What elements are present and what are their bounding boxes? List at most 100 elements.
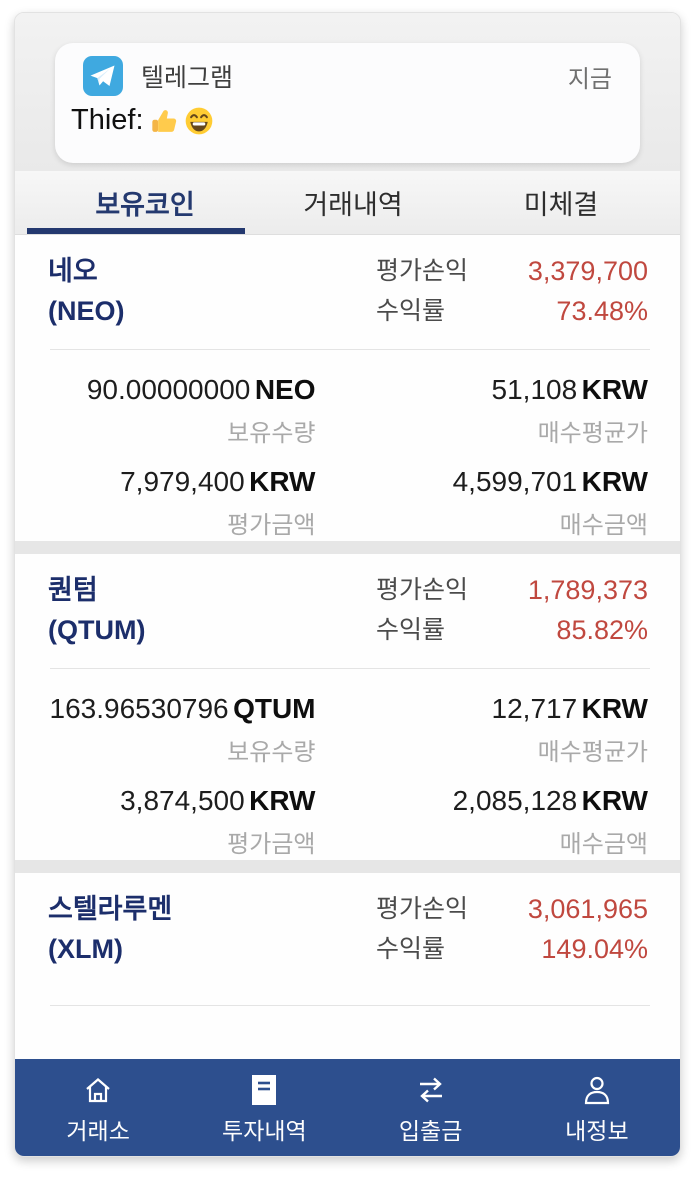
valuation-amount-label: 평가금액 bbox=[227, 512, 316, 539]
buy-amount-label: 매수금액 bbox=[559, 831, 648, 858]
holding-quantity-cell: 163.96530796 QTUM 보유수량 bbox=[15, 693, 348, 767]
coin-header: 퀀텀 (QTUM) 평가손익 1,789,373 수익률 85.82% bbox=[15, 554, 680, 668]
holdings-list: 네오 (NEO) 평가손익 3,379,700 수익률 73.48% bbox=[15, 235, 680, 1059]
holding-card-qtum[interactable]: 퀀텀 (QTUM) 평가손익 1,789,373 수익률 85.82% bbox=[15, 554, 680, 860]
valuation-amount-unit: KRW bbox=[249, 466, 316, 497]
valuation-pl-value: 3,379,700 bbox=[527, 256, 648, 286]
card-divider bbox=[50, 1005, 650, 1006]
notification-message: Thief: bbox=[71, 104, 612, 137]
telegram-icon bbox=[83, 56, 123, 96]
coin-header: 네오 (NEO) 평가손익 3,379,700 수익률 73.48% bbox=[15, 235, 680, 349]
yield-value: 149.04% bbox=[541, 934, 648, 964]
avg-buy-price-label: 매수평균가 bbox=[537, 739, 648, 766]
valuation-pl-value: 3,061,965 bbox=[527, 894, 648, 924]
spacer bbox=[15, 987, 680, 1005]
buy-amount-unit: KRW bbox=[581, 466, 648, 497]
grinning-face-emoji-icon bbox=[184, 106, 214, 136]
coin-name-korean: 네오 bbox=[48, 256, 98, 286]
nav-item-investments[interactable]: 투자내역 bbox=[181, 1070, 347, 1146]
yield-row: 수익률 85.82% bbox=[376, 610, 648, 650]
coin-profit-block: 평가손익 3,379,700 수익률 73.48% bbox=[376, 251, 648, 349]
coin-ticker: (XLM) bbox=[48, 934, 123, 964]
nav-label-my-info: 내정보 bbox=[565, 1117, 629, 1144]
tab-holdings-label: 보유코인 bbox=[95, 190, 195, 220]
tab-trade-history[interactable]: 거래내역 bbox=[249, 171, 457, 234]
nav-item-my-info[interactable]: 내정보 bbox=[514, 1070, 680, 1146]
yield-row: 수익률 73.48% bbox=[376, 291, 648, 331]
quantity-label: 보유수량 bbox=[227, 420, 316, 447]
telegram-notification[interactable]: 텔레그램 지금 Thief: bbox=[55, 43, 640, 163]
coin-name: 퀀텀 (QTUM) bbox=[48, 570, 145, 668]
coin-name: 네오 (NEO) bbox=[48, 251, 125, 349]
avg-buy-price-cell: 12,717 KRW 매수평균가 bbox=[348, 693, 681, 767]
app-screenshot-frame: 텔레그램 지금 Thief: bbox=[14, 12, 681, 1157]
valuation-pl-row: 평가손익 3,379,700 bbox=[376, 251, 648, 291]
coin-name: 스텔라루멘 (XLM) bbox=[48, 889, 172, 987]
quantity-value: 163.96530796 bbox=[49, 693, 229, 724]
valuation-amount-cell: 7,979,400 KRW 평가금액 bbox=[15, 466, 348, 540]
coin-ticker: (QTUM) bbox=[48, 615, 146, 645]
coin-profit-block: 평가손익 3,061,965 수익률 149.04% bbox=[376, 889, 648, 987]
valuation-pl-row: 평가손익 1,789,373 bbox=[376, 570, 648, 610]
notification-time: 지금 bbox=[567, 65, 612, 93]
yield-label: 수익률 bbox=[376, 935, 446, 963]
tab-holdings[interactable]: 보유코인 bbox=[27, 171, 249, 234]
yield-value: 85.82% bbox=[556, 615, 648, 645]
card-divider bbox=[50, 349, 650, 350]
quantity-unit: NEO bbox=[254, 374, 316, 405]
notification-message-text: Thief: bbox=[71, 104, 144, 136]
transfer-icon bbox=[348, 1074, 514, 1106]
buy-amount-cell: 4,599,701 KRW 매수금액 bbox=[348, 466, 681, 540]
quantity-label: 보유수량 bbox=[227, 739, 316, 766]
coin-ticker: (NEO) bbox=[48, 296, 125, 326]
yield-label: 수익률 bbox=[376, 297, 446, 325]
quantity-value: 90.00000000 bbox=[86, 374, 251, 405]
valuation-pl-label: 평가손익 bbox=[376, 576, 469, 604]
buy-amount-value: 4,599,701 bbox=[452, 466, 578, 497]
notification-area: 텔레그램 지금 Thief: bbox=[15, 13, 680, 171]
coin-name-korean: 스텔라루멘 bbox=[48, 894, 173, 924]
section-gap bbox=[15, 860, 680, 873]
valuation-pl-value: 1,789,373 bbox=[527, 575, 648, 605]
buy-amount-cell: 2,085,128 KRW 매수금액 bbox=[348, 785, 681, 859]
avg-buy-price-value: 12,717 bbox=[491, 693, 578, 724]
nav-item-deposit-withdraw[interactable]: 입출금 bbox=[348, 1070, 514, 1146]
valuation-amount-label: 평가금액 bbox=[227, 831, 316, 858]
section-gap bbox=[15, 541, 680, 554]
tab-open-orders-label: 미체결 bbox=[523, 190, 599, 220]
valuation-amount-cell: 3,874,500 KRW 평가금액 bbox=[15, 785, 348, 859]
holding-quantity-cell: 90.00000000 NEO 보유수량 bbox=[15, 374, 348, 448]
coin-detail-grid: 90.00000000 NEO 보유수량 51,108 KRW 매수평균가 7,… bbox=[15, 350, 680, 541]
holding-card-xlm[interactable]: 스텔라루멘 (XLM) 평가손익 3,061,965 수익률 149.04% bbox=[15, 873, 680, 1059]
nav-item-exchange[interactable]: 거래소 bbox=[15, 1070, 181, 1146]
tab-open-orders[interactable]: 미체결 bbox=[457, 171, 665, 234]
coin-profit-block: 평가손익 1,789,373 수익률 85.82% bbox=[376, 570, 648, 668]
thumbs-up-emoji-icon bbox=[149, 106, 179, 136]
tab-trade-history-label: 거래내역 bbox=[303, 190, 403, 220]
valuation-pl-label: 평가손익 bbox=[376, 257, 469, 285]
holding-card-neo[interactable]: 네오 (NEO) 평가손익 3,379,700 수익률 73.48% bbox=[15, 235, 680, 541]
valuation-amount-value: 7,979,400 bbox=[120, 466, 245, 497]
card-divider bbox=[50, 668, 650, 669]
document-icon bbox=[181, 1074, 347, 1106]
valuation-pl-row: 평가손익 3,061,965 bbox=[376, 889, 648, 929]
valuation-amount-value: 3,874,500 bbox=[120, 785, 245, 816]
coin-name-korean: 퀀텀 bbox=[48, 575, 98, 605]
buy-amount-label: 매수금액 bbox=[559, 512, 648, 539]
notification-app-name: 텔레그램 bbox=[141, 64, 234, 92]
valuation-pl-label: 평가손익 bbox=[376, 895, 469, 923]
avg-buy-price-label: 매수평균가 bbox=[537, 420, 648, 447]
coin-detail-grid: 163.96530796 QTUM 보유수량 12,717 KRW 매수평균가 … bbox=[15, 669, 680, 860]
nav-label-deposit-withdraw: 입출금 bbox=[398, 1117, 463, 1144]
valuation-amount-unit: KRW bbox=[249, 785, 316, 816]
person-icon bbox=[514, 1074, 680, 1106]
home-icon bbox=[15, 1074, 181, 1106]
avg-buy-price-value: 51,108 bbox=[491, 374, 578, 405]
buy-amount-unit: KRW bbox=[581, 785, 648, 816]
avg-buy-price-unit: KRW bbox=[581, 693, 648, 724]
coin-header: 스텔라루멘 (XLM) 평가손익 3,061,965 수익률 149.04% bbox=[15, 873, 680, 987]
yield-label: 수익률 bbox=[376, 616, 446, 644]
quantity-unit: QTUM bbox=[233, 693, 316, 724]
yield-value: 73.48% bbox=[556, 296, 648, 326]
nav-label-exchange: 거래소 bbox=[66, 1117, 130, 1144]
